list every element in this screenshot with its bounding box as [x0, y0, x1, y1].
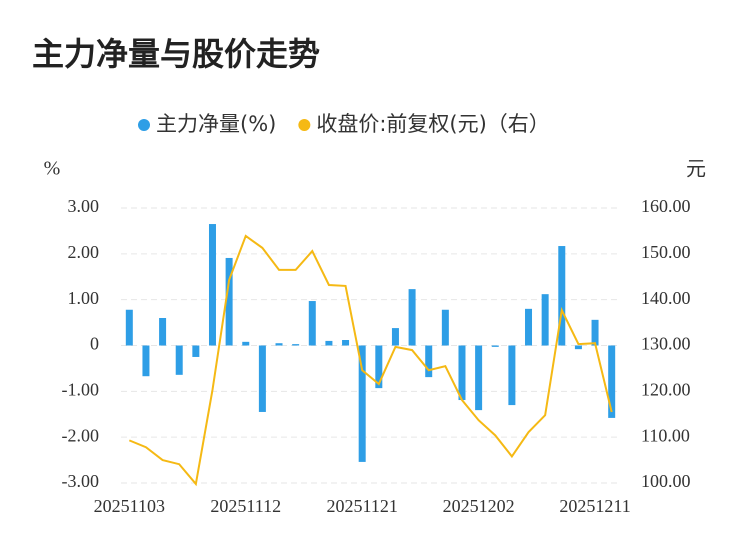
y-tick-label: -1.00	[62, 379, 100, 399]
bar	[175, 345, 183, 375]
legend-label: 收盘价:前复权(元)（右）	[316, 112, 549, 136]
bar	[258, 345, 266, 412]
bar	[358, 345, 366, 462]
y-tick-label: 3.00	[68, 196, 100, 216]
y2-tick-label: 160.00	[641, 196, 691, 216]
bar	[608, 345, 616, 418]
bar	[308, 301, 316, 346]
bar	[342, 340, 350, 346]
chart-title: 主力净量与股价走势	[32, 35, 320, 73]
y-tick-label: -3.00	[62, 471, 100, 491]
legend-marker	[138, 119, 150, 131]
y2-tick-label: 150.00	[641, 242, 691, 262]
bar	[558, 246, 566, 346]
bar	[208, 224, 216, 346]
y-axis-label: %	[44, 158, 61, 180]
bar	[142, 345, 150, 377]
y2-tick-label: 130.00	[641, 334, 691, 354]
y-tick-label: -2.00	[62, 425, 100, 445]
bar	[525, 308, 533, 346]
x-tick-label: 20251211	[559, 496, 630, 516]
y-tick-label: 1.00	[68, 288, 100, 308]
x-tick-label: 20251103	[94, 496, 165, 516]
bar	[458, 345, 466, 401]
bar	[242, 341, 250, 346]
bar	[159, 318, 167, 346]
y2-tick-label: 140.00	[641, 288, 691, 308]
bar	[375, 345, 383, 389]
bar	[125, 309, 133, 346]
x-tick-label: 20251202	[443, 496, 515, 516]
y-tick-label: 2.00	[68, 242, 100, 262]
bar	[441, 309, 449, 346]
x-tick-label: 20251112	[210, 496, 281, 516]
y-tick-label: 0	[90, 334, 99, 354]
bar	[475, 345, 483, 411]
bar	[574, 345, 582, 350]
price-line	[128, 234, 613, 487]
y2-tick-label: 100.00	[641, 471, 691, 491]
bar	[225, 257, 233, 346]
y2-axis-label: 元	[686, 157, 706, 181]
bar	[325, 340, 333, 346]
bar	[425, 345, 433, 378]
legend-marker	[298, 119, 311, 131]
bar	[541, 294, 549, 346]
bar	[292, 344, 300, 346]
bar	[391, 328, 399, 346]
y2-tick-label: 110.00	[641, 425, 690, 445]
legend-label: 主力净量(%)	[156, 112, 276, 136]
bar	[491, 345, 499, 347]
y2-tick-label: 120.00	[641, 379, 691, 399]
bar	[275, 343, 283, 346]
bar	[192, 345, 200, 357]
x-tick-label: 20251121	[327, 496, 398, 516]
bar	[508, 345, 516, 406]
bar	[591, 319, 599, 346]
bar	[408, 289, 416, 346]
